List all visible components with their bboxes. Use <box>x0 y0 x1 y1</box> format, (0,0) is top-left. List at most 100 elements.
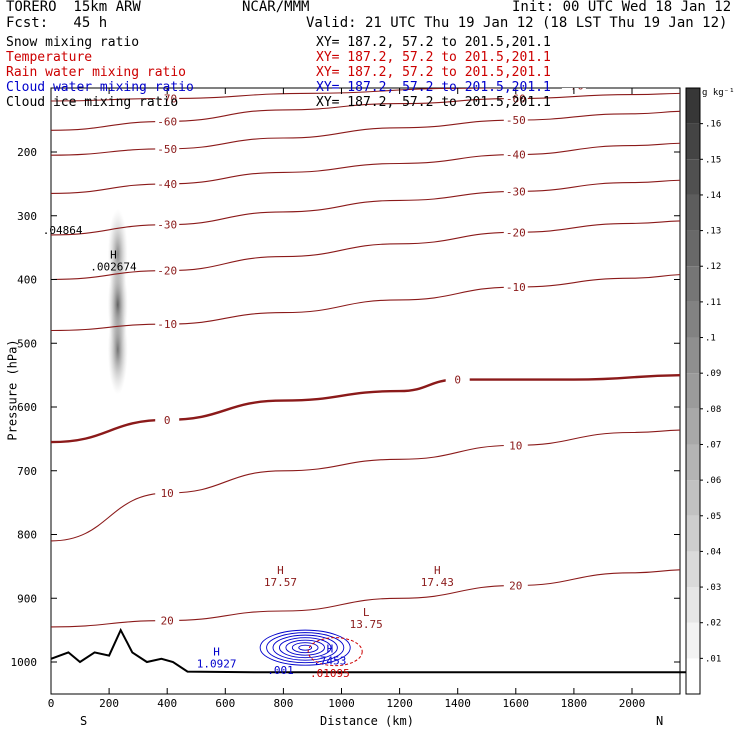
temperature-label-bg <box>155 317 180 330</box>
extremum-value-5: 1.0927 <box>197 658 237 671</box>
y-tick-label: 600 <box>17 401 37 414</box>
field-label-temperature: Temperature <box>6 50 93 65</box>
colorbar-tick-label: .13 <box>705 227 721 237</box>
extremum-value-2: 13.75 <box>350 618 383 631</box>
rain-contour <box>307 637 363 667</box>
temperature-contour-label: -70 <box>157 92 177 105</box>
temperature-contour-label: -40 <box>506 149 526 162</box>
temperature-label-bg <box>155 114 180 127</box>
south-label: S <box>80 714 88 728</box>
temperature-label-bg <box>155 217 180 230</box>
x-axis-label: Distance (km) <box>320 714 414 728</box>
cloud-water-contour-1 <box>298 644 313 651</box>
colorbar-swatch <box>686 88 700 124</box>
colorbar-tick-label: .02 <box>705 619 721 629</box>
field-xy-rain: XY= 187.2, 57.2 to 201.5,201.1 <box>316 65 551 80</box>
temperature-contour-label: 0 <box>454 374 461 387</box>
extremum-marker-0: H <box>277 564 284 577</box>
extremum-value-7: .001 <box>267 664 294 677</box>
x-tick-label: 800 <box>273 697 293 710</box>
colorbar-tick-label: .04 <box>705 547 721 557</box>
x-tick-label: 600 <box>215 697 235 710</box>
temperature-label-bg <box>503 113 528 126</box>
x-tick-label: 1600 <box>503 697 530 710</box>
field-label-snow: Snow mixing ratio <box>6 35 140 50</box>
temperature-contour-layer: -70-70-60-60-50-50-40-40-30-30-20-20-10-… <box>51 88 680 628</box>
temperature-label-bg <box>155 263 180 276</box>
y-tick-label: 500 <box>17 337 37 350</box>
temperature-label-bg <box>445 372 470 385</box>
org-label: NCAR/MMM <box>242 0 310 15</box>
x-tick-label: 1400 <box>444 697 471 710</box>
extremum-marker-1: H <box>434 564 441 577</box>
colorbar-tick-label: .11 <box>705 298 721 308</box>
field-xy-cloud-water: XY= 187.2, 57.2 to 201.5,201.1 <box>316 80 551 95</box>
temperature-label-bg <box>503 184 528 197</box>
colorbar-swatch <box>686 658 700 694</box>
field-xy-snow: XY= 187.2, 57.2 to 201.5,201.1 <box>316 35 551 50</box>
cloud-water-contour-3 <box>285 639 325 656</box>
temperature-contour-label: 20 <box>161 615 174 628</box>
colorbar: .01 .02 .03 .04 .05 .06 .07 .08 .09 .1 .11 .12 .13 .1… <box>685 87 721 695</box>
temperature-label-bg <box>503 578 528 591</box>
y-tick-label: 400 <box>17 274 37 287</box>
colorbar-tick-label: .16 <box>705 120 721 130</box>
x-tick-label: 1200 <box>386 697 413 710</box>
colorbar-swatch <box>686 444 700 481</box>
init-time: Init: 00 UTC Wed 18 Jan 12 <box>512 0 732 15</box>
cloud-water-contour-layer <box>259 629 363 667</box>
temperature-contour-label: 0 <box>164 414 171 427</box>
temperature-contour-label: 10 <box>161 487 174 500</box>
field-label-cloud-ice: Cloud ice mixing ratio <box>6 95 179 110</box>
colorbar-swatch <box>686 551 700 588</box>
colorbar-swatch <box>686 230 700 267</box>
temperature-contour-label: -60 <box>157 115 177 128</box>
colorbar-tick-label: .12 <box>705 262 721 272</box>
colorbar-swatch <box>686 123 700 160</box>
x-tick-label: 0 <box>48 697 55 710</box>
cloud-water-contour-5 <box>272 634 338 661</box>
y-tick-label: 900 <box>17 592 37 605</box>
extremum-marker-5: H <box>213 646 220 659</box>
extremum-value-3: .002674 <box>90 260 137 273</box>
temperature-contour-label: -10 <box>506 281 526 294</box>
field-xy-cloud-ice: XY= 187.2, 57.2 to 201.5,201.1 <box>316 95 551 110</box>
colorbar-tick-label: .05 <box>705 512 721 522</box>
temperature-label-bg <box>503 280 528 293</box>
x-tick-label: 1000 <box>328 697 355 710</box>
temperature-label-bg <box>155 486 180 499</box>
colorbar-tick-label: .06 <box>705 476 721 486</box>
extremum-value-6: .7453 <box>313 654 346 667</box>
colorbar-frame <box>685 87 701 695</box>
colorbar-tick-label: .01 <box>705 654 721 664</box>
forecast-hour: Fcst: 45 h <box>6 15 108 31</box>
temperature-contour-label: -50 <box>157 143 177 156</box>
terrain-layer <box>50 627 691 674</box>
y-tick-label: 700 <box>17 465 37 478</box>
extremum-value-0: 17.57 <box>264 576 297 589</box>
colorbar-tick-label: .07 <box>705 440 721 450</box>
field-xy-temperature: XY= 187.2, 57.2 to 201.5,201.1 <box>316 50 551 65</box>
colorbar-swatch <box>686 266 700 302</box>
extremum-value-4: .04864 <box>43 224 83 237</box>
extremum-marker-3: H <box>110 248 117 261</box>
temperature-label-bg <box>503 91 528 104</box>
colorbar-tick-label: .15 <box>705 155 721 165</box>
temperature-contour-label: -20 <box>157 265 177 278</box>
y-axis-label: Pressure (hPa) <box>5 339 20 441</box>
terrain-line <box>50 627 691 674</box>
colorbar-tick-label: .09 <box>705 369 721 379</box>
annotation-layer: H17.57H17.43L13.75H.002674.04864H1.0927H… <box>43 224 454 680</box>
extremum-marker-2: L <box>363 606 370 619</box>
temperature-contour-label: 20 <box>509 580 522 593</box>
colorbar-swatch <box>686 301 700 338</box>
temperature-contour-label: -10 <box>157 318 177 331</box>
temperature-label-bg <box>503 225 528 238</box>
field-label-rain: Rain water mixing ratio <box>6 65 187 80</box>
x-tick-label: 1800 <box>561 697 588 710</box>
temperature-contour-label: -50 <box>506 114 526 127</box>
temperature-contour-label: -40 <box>157 178 177 191</box>
x-tick-label: 2000 <box>619 697 646 710</box>
temperature-label-bg <box>503 438 528 451</box>
